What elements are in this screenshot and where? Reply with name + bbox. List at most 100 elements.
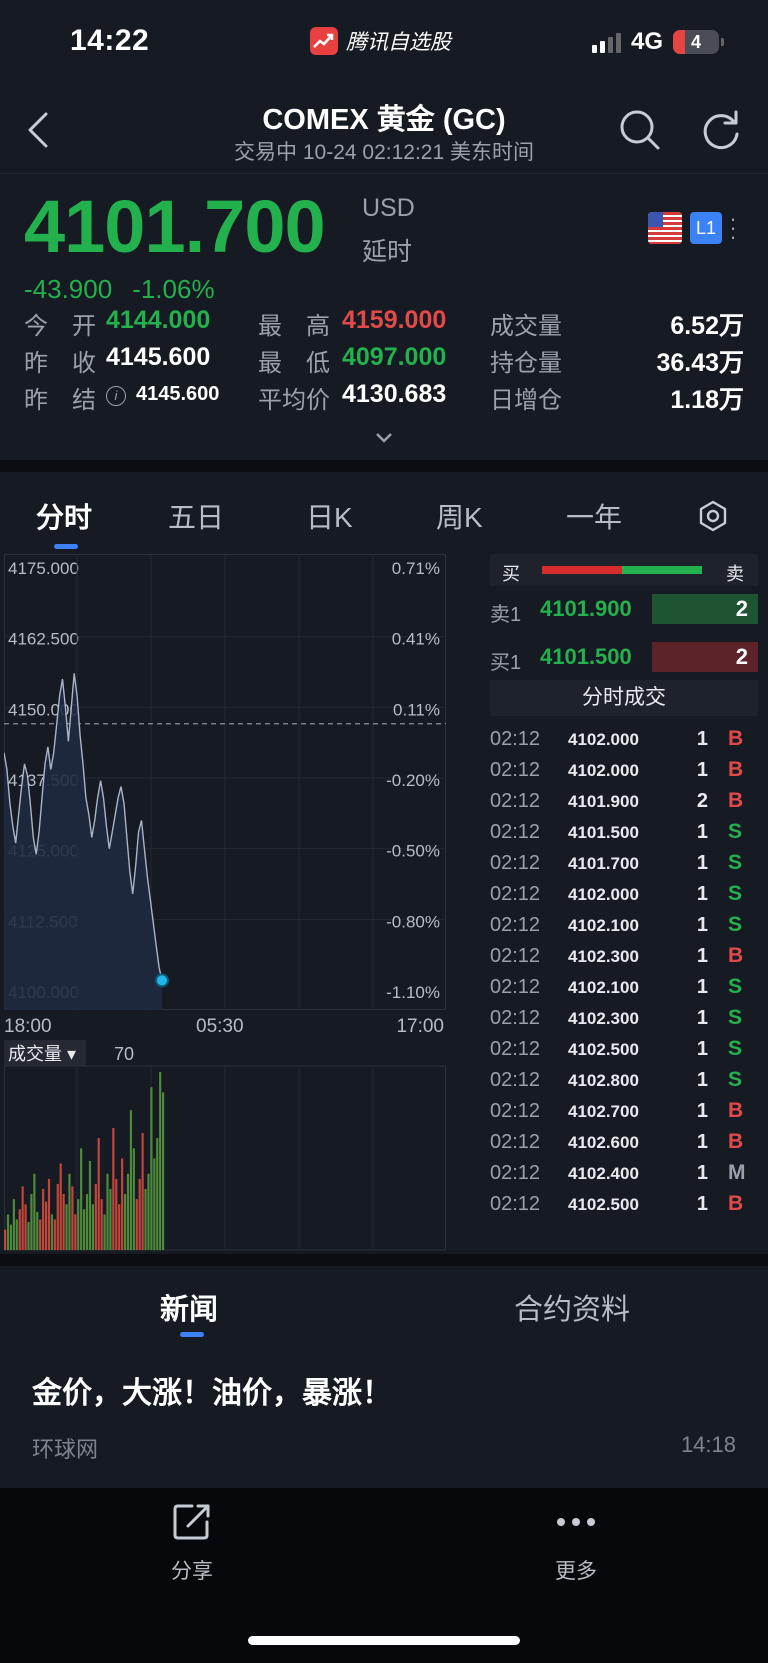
volume-bar bbox=[12, 1199, 15, 1250]
battery-icon: 4 bbox=[673, 30, 719, 54]
search-button[interactable] bbox=[618, 108, 662, 152]
trade-row: 02:12 4102.100 1 S bbox=[490, 972, 758, 1003]
back-button[interactable] bbox=[22, 108, 58, 152]
tab-5day[interactable]: 五日 bbox=[168, 502, 225, 533]
stat-label: 平均价 bbox=[258, 387, 330, 414]
trade-time: 02:12 bbox=[490, 1193, 541, 1215]
more-vertical-icon[interactable]: · · · bbox=[729, 206, 737, 249]
stat-avg-price: 4130.683 bbox=[342, 380, 447, 408]
info-icon[interactable]: i bbox=[106, 386, 126, 406]
last-price: 4101.700 bbox=[24, 185, 326, 268]
network-type: 4G bbox=[630, 28, 663, 55]
trade-row: 02:12 4102.300 1 S bbox=[490, 1003, 758, 1034]
more-button[interactable]: 更多 bbox=[516, 1502, 636, 1585]
trade-price: 4102.100 bbox=[568, 916, 639, 935]
volume-bar bbox=[39, 1219, 42, 1250]
volume-bar bbox=[47, 1178, 51, 1250]
trade-side: S bbox=[728, 913, 743, 936]
trade-row: 02:12 4102.500 1 B bbox=[490, 1189, 758, 1220]
volume-bar bbox=[162, 1092, 165, 1250]
trade-row: 02:12 4102.000 1 S bbox=[490, 879, 758, 910]
bid-price: 4101.500 bbox=[540, 644, 632, 669]
trade-time: 02:12 bbox=[490, 1069, 541, 1091]
price-change: -43.900 -1.06% bbox=[24, 274, 215, 305]
trade-row: 02:12 4101.900 2 B bbox=[490, 786, 758, 817]
trade-time: 02:12 bbox=[490, 728, 541, 750]
intraday-chart[interactable]: 4175.000 0.71% 4162.500 0.41% 4150.000 0.11% 4… bbox=[4, 554, 474, 1254]
bottom-bar: 分享 更多 bbox=[0, 1488, 768, 1663]
trade-price: 4102.300 bbox=[568, 1009, 639, 1028]
news-item[interactable]: 金价，大涨！油价，暴涨！ 环球网 14:18 bbox=[0, 1342, 768, 1488]
status-time: 14:22 bbox=[70, 24, 150, 57]
pct-tick-label: -1.10% bbox=[386, 983, 440, 1002]
tab-weekly-k[interactable]: 周K bbox=[436, 502, 483, 533]
trade-price: 4102.000 bbox=[568, 730, 639, 749]
trade-volume: 2 bbox=[696, 790, 708, 812]
status-app-indicator: 腾讯自选股 bbox=[310, 26, 451, 56]
volume-bar bbox=[100, 1199, 103, 1250]
pct-tick-label: -0.80% bbox=[386, 912, 440, 931]
trade-row: 02:12 4102.300 1 B bbox=[490, 941, 758, 972]
trade-side: S bbox=[728, 882, 743, 905]
change-percent: -1.06% bbox=[132, 274, 215, 304]
bid-level-1: 买1 4101.500 2 bbox=[490, 642, 758, 674]
price-area bbox=[4, 673, 162, 1010]
stat-label: 昨 结 bbox=[24, 387, 96, 414]
volume-bar bbox=[42, 1188, 45, 1250]
trade-volume: 1 bbox=[696, 1162, 708, 1184]
trade-price: 4102.600 bbox=[568, 1133, 639, 1152]
volume-bar bbox=[18, 1209, 21, 1250]
stat-prev-close: 4145.600 bbox=[106, 343, 211, 371]
volume-bar bbox=[83, 1209, 86, 1250]
quote-panel: 4101.700 USD 延时 -43.900 -1.06% L1 · · · 今 开… bbox=[0, 174, 768, 460]
news-title[interactable]: 金价，大涨！油价，暴涨！ bbox=[32, 1377, 392, 1410]
pct-tick-label: 0.11% bbox=[393, 700, 440, 719]
volume-bar bbox=[91, 1204, 94, 1250]
volume-bar bbox=[94, 1183, 97, 1250]
ask-label: 卖1 bbox=[490, 604, 522, 626]
ask-level-1: 卖1 4101.900 2 bbox=[490, 594, 758, 626]
trade-row: 02:12 4101.700 1 S bbox=[490, 848, 758, 879]
change-value: -43.900 bbox=[24, 274, 113, 304]
trades-header[interactable]: 分时成交 bbox=[490, 680, 758, 716]
trade-row: 02:12 4102.500 1 S bbox=[490, 1034, 758, 1065]
y-tick-label: 4150.000 bbox=[8, 700, 79, 719]
volume-bar bbox=[112, 1127, 115, 1250]
l1-badge[interactable]: L1 bbox=[690, 212, 722, 244]
trade-price: 4102.400 bbox=[568, 1164, 639, 1183]
trade-time: 02:12 bbox=[490, 976, 541, 998]
trade-volume: 1 bbox=[696, 728, 708, 750]
refresh-button[interactable] bbox=[700, 108, 742, 152]
home-indicator[interactable] bbox=[248, 1636, 520, 1645]
stat-daily-oi-change: 1.18万 bbox=[670, 386, 744, 414]
volume-label: 成交量 ▾ bbox=[8, 1044, 76, 1064]
buy-sell-ratio-bar: 买 卖 bbox=[490, 554, 758, 586]
volume-bar bbox=[150, 1087, 153, 1250]
chevron-down-icon[interactable] bbox=[374, 432, 394, 444]
us-flag-icon[interactable] bbox=[648, 212, 682, 244]
trade-volume: 1 bbox=[696, 821, 708, 843]
page-title: COMEX 黄金 (GC) bbox=[262, 104, 506, 136]
trade-side: B bbox=[728, 1192, 744, 1215]
share-button[interactable]: 分享 bbox=[132, 1502, 252, 1585]
stat-label: 日增仓 bbox=[490, 387, 562, 414]
volume-bar bbox=[147, 1173, 150, 1250]
tab-daily-k[interactable]: 日K bbox=[306, 502, 353, 533]
trade-side: B bbox=[728, 1130, 744, 1153]
stat-volume: 6.52万 bbox=[670, 312, 744, 340]
trade-side: B bbox=[728, 944, 744, 967]
tab-news[interactable]: 新闻 bbox=[160, 1294, 219, 1326]
trade-side: S bbox=[728, 975, 743, 998]
chevron-left-icon bbox=[28, 112, 48, 148]
tab-contract-info[interactable]: 合约资料 bbox=[514, 1294, 631, 1326]
tab-intraday[interactable]: 分时 bbox=[36, 502, 93, 533]
volume-bar bbox=[153, 1158, 156, 1250]
more-label: 更多 bbox=[555, 1560, 597, 1583]
stat-low: 4097.000 bbox=[342, 343, 447, 371]
chart-settings-button[interactable] bbox=[698, 500, 728, 532]
tab-1year[interactable]: 一年 bbox=[566, 502, 623, 533]
y-tick-label: 4175.000 bbox=[8, 559, 79, 578]
sell-label: 卖 bbox=[726, 564, 744, 584]
stat-label: 最 高 bbox=[258, 313, 330, 340]
volume-bar bbox=[115, 1178, 118, 1250]
